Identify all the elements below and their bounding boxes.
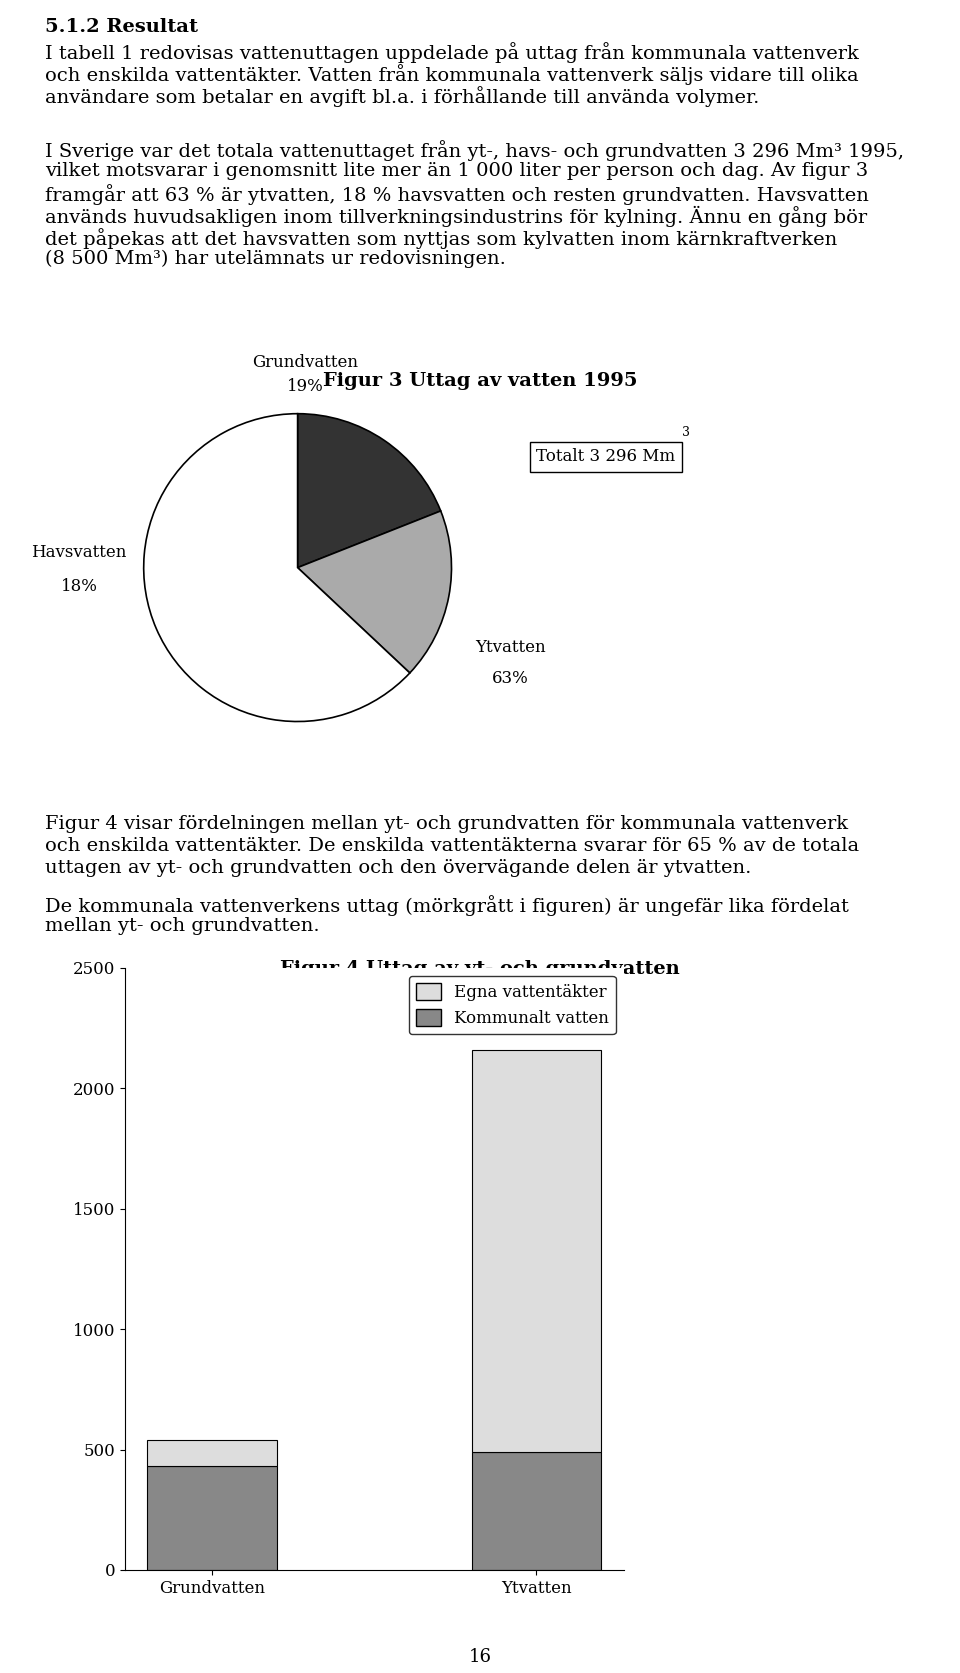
Text: Figur 3 Uttag av vatten 1995: Figur 3 Uttag av vatten 1995 xyxy=(323,371,637,390)
Text: det påpekas att det havsvatten som nyttjas som kylvatten inom kärnkraftverken: det påpekas att det havsvatten som nyttj… xyxy=(45,228,837,249)
Text: Grundvatten: Grundvatten xyxy=(252,353,358,371)
Text: användare som betalar en avgift bl.a. i förhållande till använda volymer.: användare som betalar en avgift bl.a. i … xyxy=(45,85,759,107)
Text: uttagen av yt- och grundvatten och den övervägande delen är ytvatten.: uttagen av yt- och grundvatten och den ö… xyxy=(45,858,752,877)
Text: (8 500 Mm³) har utelämnats ur redovisningen.: (8 500 Mm³) har utelämnats ur redovisnin… xyxy=(45,249,506,268)
Text: I Sverige var det totala vattenuttaget från yt-, havs- och grundvatten 3 296 Mm³: I Sverige var det totala vattenuttaget f… xyxy=(45,141,904,161)
Text: framgår att 63 % är ytvatten, 18 % havsvatten och resten grundvatten. Havsvatten: framgår att 63 % är ytvatten, 18 % havsv… xyxy=(45,184,869,206)
Text: 5.1.2 Resultat: 5.1.2 Resultat xyxy=(45,18,198,37)
Text: 16: 16 xyxy=(468,1648,492,1666)
Text: Figur 4 visar fördelningen mellan yt- och grundvatten för kommunala vattenverk: Figur 4 visar fördelningen mellan yt- oc… xyxy=(45,815,848,833)
Text: Havsvatten: Havsvatten xyxy=(32,544,127,560)
Bar xyxy=(148,1440,277,1467)
Wedge shape xyxy=(298,510,451,673)
Wedge shape xyxy=(144,413,410,721)
Wedge shape xyxy=(298,413,441,567)
Text: 19%: 19% xyxy=(287,378,324,395)
Text: Totalt 3 296 Mm: Totalt 3 296 Mm xyxy=(537,448,675,465)
Bar xyxy=(471,1452,601,1569)
Text: Figur 4 Uttag av yt- och grundvatten: Figur 4 Uttag av yt- och grundvatten xyxy=(280,960,680,979)
Text: 18%: 18% xyxy=(60,577,98,594)
Text: vilket motsvarar i genomsnitt lite mer än 1 000 liter per person och dag. Av fig: vilket motsvarar i genomsnitt lite mer ä… xyxy=(45,162,868,181)
Text: används huvudsakligen inom tillverkningsindustrins för kylning. Ännu en gång bör: används huvudsakligen inom tillverknings… xyxy=(45,206,867,228)
Text: De kommunala vattenverkens uttag (mörkgrått i figuren) är ungefär lika fördelat: De kommunala vattenverkens uttag (mörkgr… xyxy=(45,895,849,915)
Text: mellan yt- och grundvatten.: mellan yt- och grundvatten. xyxy=(45,917,320,935)
Text: 63%: 63% xyxy=(492,669,528,688)
Legend: Egna vattentäkter, Kommunalt vatten: Egna vattentäkter, Kommunalt vatten xyxy=(409,975,615,1034)
Text: och enskilda vattentäkter. De enskilda vattentäkterna svarar för 65 % av de tota: och enskilda vattentäkter. De enskilda v… xyxy=(45,836,859,855)
Text: 3: 3 xyxy=(683,425,690,438)
Text: och enskilda vattentäkter. Vatten från kommunala vattenverk säljs vidare till ol: och enskilda vattentäkter. Vatten från k… xyxy=(45,64,858,85)
Bar xyxy=(148,1467,277,1569)
Text: Ytvatten: Ytvatten xyxy=(474,639,545,656)
Text: I tabell 1 redovisas vattenuttagen uppdelade på uttag från kommunala vattenverk: I tabell 1 redovisas vattenuttagen uppde… xyxy=(45,42,859,64)
Bar xyxy=(471,1049,601,1452)
